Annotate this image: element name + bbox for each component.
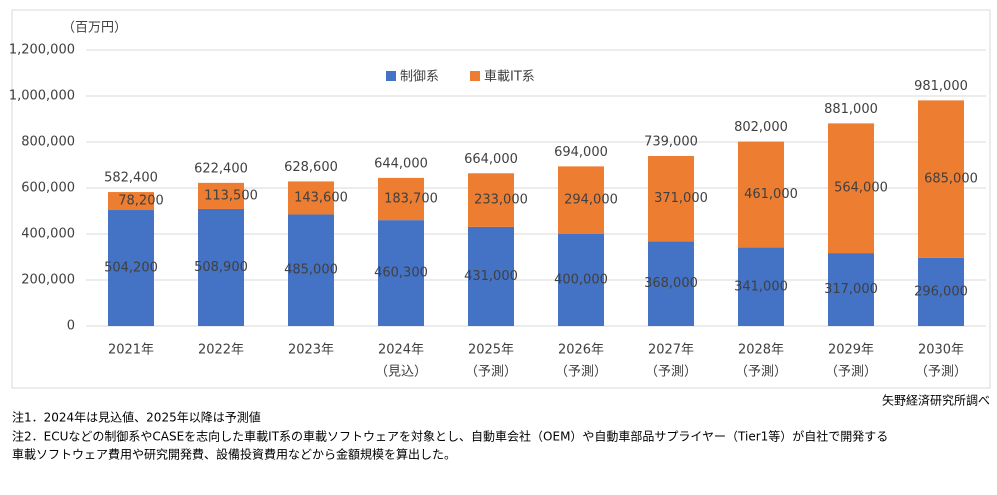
data-label: 113,500	[204, 188, 258, 203]
note: 注2．ECUなどの制御系やCASEを志向した車載IT系の車載ソフトウェアを対象と…	[12, 429, 888, 444]
x-tick-label: （予測）	[555, 365, 607, 380]
x-tick-label: 2023年	[288, 343, 334, 358]
total-label: 694,000	[554, 145, 608, 160]
x-tick-label: 2028年	[738, 343, 784, 358]
data-label: 368,000	[644, 276, 698, 291]
total-label: 644,000	[374, 156, 428, 171]
x-tick-label: 2030年	[918, 343, 964, 358]
x-tick-label: 2029年	[828, 343, 874, 358]
y-tick-label: 600,000	[21, 181, 75, 196]
total-label: 739,000	[644, 135, 698, 150]
data-label: 564,000	[834, 181, 888, 196]
x-tick-label: （予測）	[645, 365, 697, 380]
y-tick-label: 1,200,000	[9, 43, 75, 58]
data-label: 296,000	[914, 284, 968, 299]
note: 注1．2024年は見込値、2025年以降は予測値	[12, 410, 261, 425]
data-label: 508,900	[194, 260, 248, 275]
bar	[648, 156, 694, 242]
bar	[288, 214, 334, 326]
bar	[108, 192, 154, 211]
bar	[288, 181, 334, 215]
bar	[738, 141, 784, 248]
x-tick-label: （予測）	[735, 365, 787, 380]
data-label: 78,200	[118, 194, 164, 209]
bar	[198, 182, 244, 209]
x-tick-label: （予測）	[825, 365, 877, 380]
x-tick-label: 2022年	[198, 343, 244, 358]
data-label: 294,000	[564, 193, 618, 208]
data-label: 400,000	[554, 273, 608, 288]
bar	[918, 100, 964, 258]
legend-swatch	[470, 71, 480, 81]
y-tick-label: 200,000	[21, 273, 75, 288]
data-label: 685,000	[924, 172, 978, 187]
total-label: 981,000	[914, 79, 968, 94]
data-label: 233,000	[474, 193, 528, 208]
unit-label: （百万円）	[62, 21, 127, 36]
x-tick-label: 2025年	[468, 343, 514, 358]
data-label: 341,000	[734, 279, 788, 294]
data-label: 317,000	[824, 282, 878, 297]
y-tick-label: 1,000,000	[9, 89, 75, 104]
bar	[378, 177, 424, 221]
bar	[648, 241, 694, 326]
x-tick-label: 2021年	[108, 343, 154, 358]
bar	[828, 123, 874, 254]
legend-label: 制御系	[400, 70, 439, 85]
data-label: 431,000	[464, 269, 518, 284]
x-tick-label: 2027年	[648, 343, 694, 358]
legend-label: 車載IT系	[484, 70, 535, 85]
total-label: 664,000	[464, 152, 518, 167]
data-label: 504,200	[104, 261, 158, 276]
x-tick-label: （予測）	[915, 365, 967, 380]
total-label: 582,400	[104, 171, 158, 186]
bar	[108, 210, 154, 326]
note: 車載ソフトウェア費用や研究開発費、設備投資費用などから金額規模を算出した。	[12, 447, 456, 462]
x-tick-label: （予測）	[465, 365, 517, 380]
legend-swatch	[386, 71, 396, 81]
x-tick-label: 2026年	[558, 343, 604, 358]
bar	[198, 208, 244, 326]
data-label: 371,000	[654, 191, 708, 206]
bar	[558, 166, 604, 234]
total-label: 881,000	[824, 102, 878, 117]
y-tick-label: 400,000	[21, 227, 75, 242]
bar	[558, 234, 604, 326]
x-tick-label: 2024年	[378, 343, 424, 358]
y-tick-label: 800,000	[21, 135, 75, 150]
total-label: 802,000	[734, 120, 788, 135]
data-label: 183,700	[384, 192, 438, 207]
total-label: 628,600	[284, 160, 338, 175]
bar	[468, 226, 514, 326]
source: 矢野経済研究所調べ	[882, 393, 990, 408]
data-label: 461,000	[744, 187, 798, 202]
data-label: 143,600	[294, 190, 348, 205]
chart-frame	[11, 9, 991, 389]
bar	[378, 220, 424, 326]
bar	[468, 173, 514, 227]
data-label: 460,300	[374, 266, 428, 281]
data-label: 485,000	[284, 263, 338, 278]
bar	[738, 247, 784, 326]
bar	[918, 257, 964, 326]
total-label: 622,400	[194, 161, 248, 176]
y-tick-label: 0	[67, 319, 75, 334]
x-tick-label: （見込）	[375, 365, 427, 380]
bar	[828, 253, 874, 326]
